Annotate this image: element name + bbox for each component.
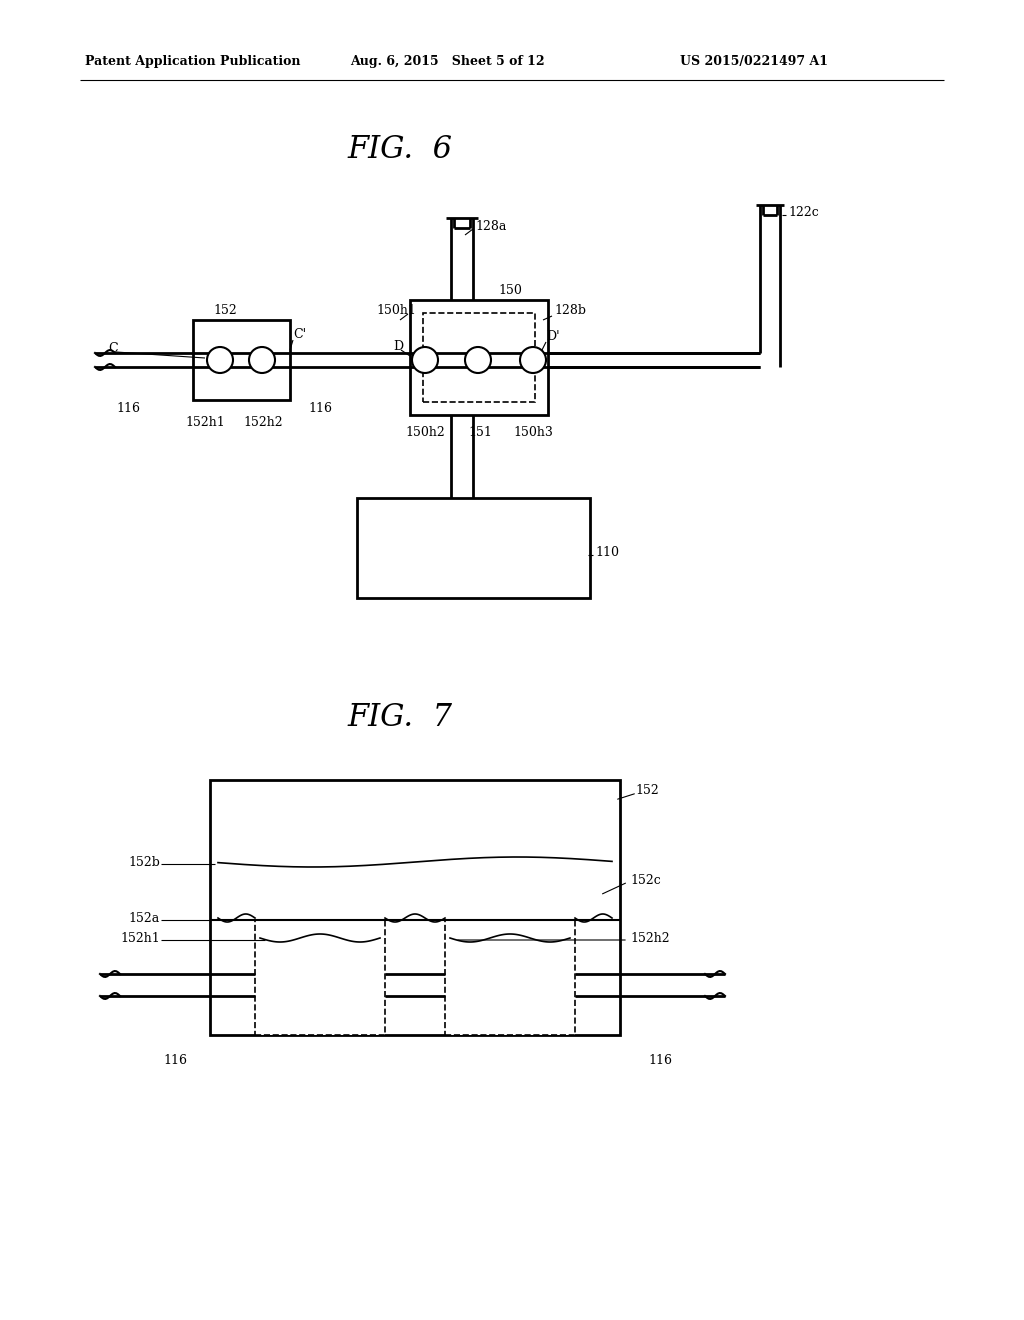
Circle shape	[412, 347, 438, 374]
Text: D': D'	[546, 330, 560, 342]
Bar	[210, 780, 620, 1035]
Text: 128a: 128a	[475, 219, 507, 232]
Bar	[357, 498, 590, 598]
Text: 152h2: 152h2	[243, 416, 283, 429]
Circle shape	[465, 347, 490, 374]
Text: 152h1: 152h1	[185, 416, 225, 429]
Bar	[445, 920, 575, 1035]
Text: Patent Application Publication: Patent Application Publication	[85, 55, 300, 69]
Text: 122c: 122c	[788, 206, 819, 219]
Text: Aug. 6, 2015   Sheet 5 of 12: Aug. 6, 2015 Sheet 5 of 12	[350, 55, 545, 69]
Text: 152a: 152a	[129, 912, 160, 924]
Text: 152h2: 152h2	[630, 932, 670, 945]
Text: FIG.  7: FIG. 7	[347, 702, 453, 734]
Text: 150h2: 150h2	[406, 425, 444, 438]
Text: 152c: 152c	[630, 874, 660, 887]
Text: 116: 116	[648, 1053, 672, 1067]
Text: 116: 116	[308, 401, 332, 414]
Bar	[255, 920, 385, 1035]
Text: 152h1: 152h1	[120, 932, 160, 945]
Text: 150: 150	[498, 284, 522, 297]
Text: US 2015/0221497 A1: US 2015/0221497 A1	[680, 55, 828, 69]
Bar	[410, 300, 548, 414]
Text: 150h1: 150h1	[376, 304, 416, 317]
Text: FIG.  6: FIG. 6	[347, 135, 453, 165]
Text: C': C'	[293, 329, 306, 342]
Text: C: C	[108, 342, 118, 355]
Text: D: D	[393, 339, 403, 352]
Text: 116: 116	[163, 1053, 187, 1067]
Text: 152: 152	[635, 784, 658, 796]
Text: 151: 151	[468, 425, 492, 438]
Text: 150h3: 150h3	[513, 425, 553, 438]
Circle shape	[207, 347, 233, 374]
Bar	[423, 313, 535, 403]
Text: 152: 152	[213, 304, 237, 317]
Text: 110: 110	[595, 545, 618, 558]
Circle shape	[520, 347, 546, 374]
Circle shape	[249, 347, 275, 374]
Text: 128b: 128b	[554, 304, 586, 317]
Text: 152b: 152b	[128, 855, 160, 869]
Text: 116: 116	[116, 401, 140, 414]
Bar	[193, 319, 290, 400]
